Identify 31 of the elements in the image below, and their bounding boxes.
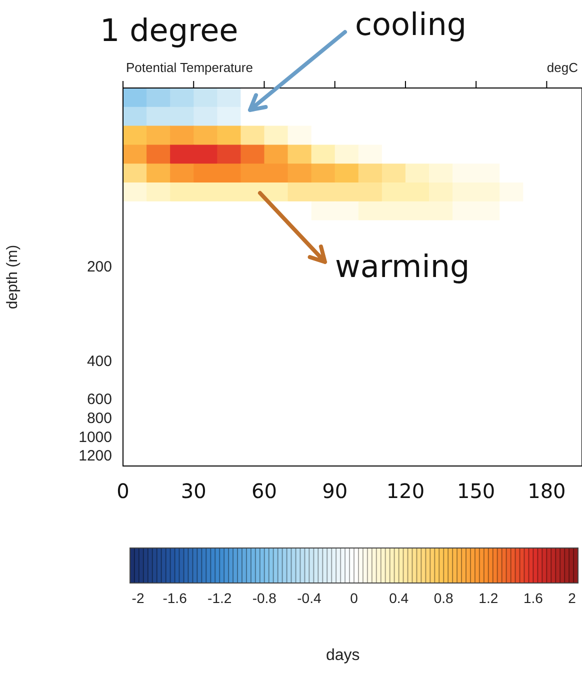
chart-title: Potential Temperature [126,60,253,76]
color-bar-label: -1.6 [162,590,188,606]
x-tick-label: 150 [456,479,496,504]
color-bar-label: 1.2 [478,590,498,606]
text: 1 degree [100,13,238,49]
x-tick-label: 0 [116,479,130,504]
color-bar-label: 2 [568,590,576,606]
x-tick-label: 120 [386,479,425,504]
y-tick-label: 400 [86,353,112,370]
color-bar-label: -0.4 [297,590,322,606]
color-bar-title: degC [546,60,578,76]
text: days [326,647,360,664]
x-tick-label: 90 [322,479,348,504]
color-bar-label: -1.2 [208,590,232,606]
color-bar-label: -0.8 [252,590,277,606]
color-bar-label: 1.6 [523,590,544,606]
y-tick-label: 1000 [78,428,112,446]
color-bar-label: 0.4 [389,590,409,606]
x-tick-label: 180 [528,479,566,504]
text: cooling [355,7,467,43]
annotation: warming [335,249,470,285]
color-bar-label: 0.8 [434,590,454,606]
x-tick-label: 60 [252,479,277,504]
y-tick-label: 1200 [78,448,112,465]
y-tick-label: 600 [86,390,112,408]
color-bar-label: -2 [132,590,144,606]
x-tick-label: 30 [180,479,206,504]
y-axis-title: depth (m) [4,244,22,310]
color-bar-label: 0 [350,590,358,606]
y-tick-label: 200 [86,258,112,276]
y-tick-label: 800 [86,410,112,427]
